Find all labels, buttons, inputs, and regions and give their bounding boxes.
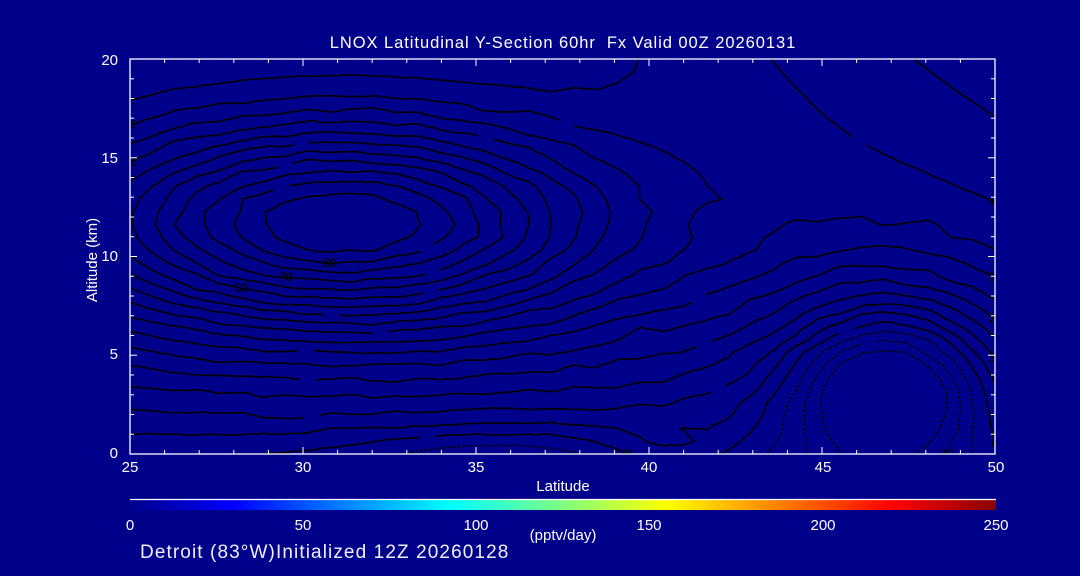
svg-text:45: 45 bbox=[815, 459, 832, 476]
svg-text:Detroit (83°W)Initialized 12Z: Detroit (83°W)Initialized 12Z 20260128 bbox=[140, 542, 509, 563]
svg-text:25: 25 bbox=[122, 459, 139, 476]
svg-text:60: 60 bbox=[234, 281, 248, 295]
svg-text:30: 30 bbox=[295, 459, 312, 476]
svg-text:40: 40 bbox=[641, 459, 658, 476]
svg-text:50: 50 bbox=[295, 517, 312, 534]
svg-text:250: 250 bbox=[983, 517, 1008, 534]
svg-text:Latitude: Latitude bbox=[536, 478, 589, 495]
svg-text:0: 0 bbox=[126, 517, 134, 534]
svg-text:200: 200 bbox=[810, 517, 835, 534]
svg-text:15: 15 bbox=[101, 150, 118, 167]
svg-text:50: 50 bbox=[988, 459, 1005, 476]
svg-text:0: 0 bbox=[110, 445, 118, 462]
svg-text:LNOX Latitudinal Y-Section 60h: LNOX Latitudinal Y-Section 60hr Fx Valid… bbox=[330, 34, 797, 52]
svg-text:(pptv/day): (pptv/day) bbox=[530, 527, 597, 544]
svg-text:5: 5 bbox=[110, 346, 118, 363]
svg-text:80: 80 bbox=[323, 256, 337, 270]
svg-text:100: 100 bbox=[463, 517, 488, 534]
svg-text:Altitude (km): Altitude (km) bbox=[84, 218, 101, 302]
svg-text:20: 20 bbox=[101, 52, 118, 69]
svg-text:150: 150 bbox=[636, 517, 661, 534]
svg-text:10: 10 bbox=[101, 248, 118, 265]
svg-text:35: 35 bbox=[468, 459, 485, 476]
svg-text:70: 70 bbox=[279, 270, 293, 284]
